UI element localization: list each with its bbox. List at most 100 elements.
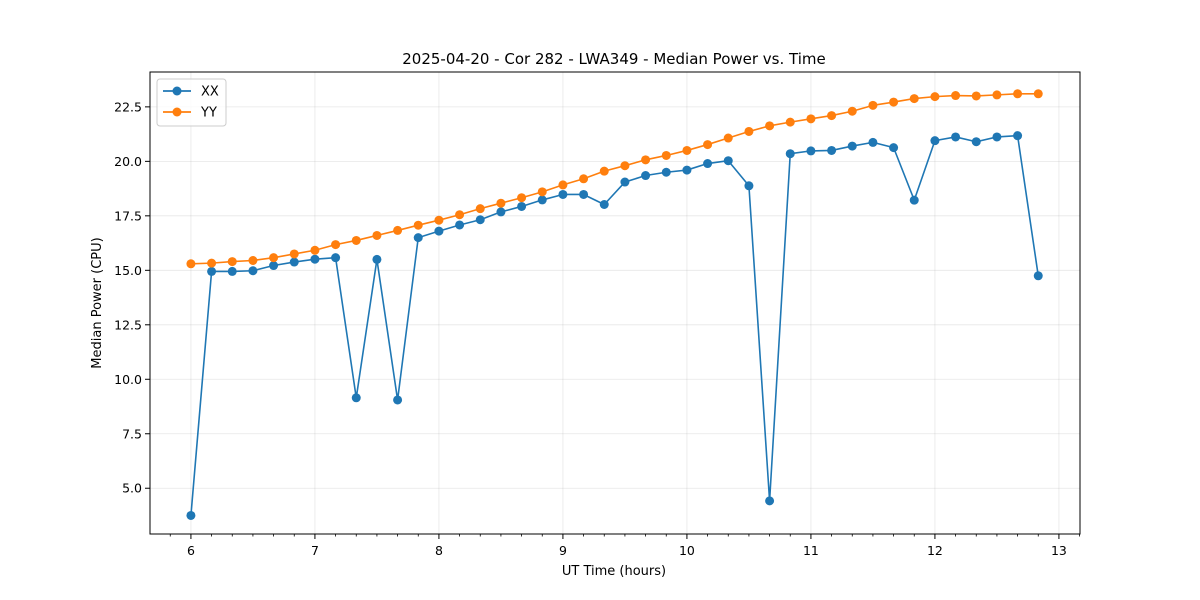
series-yy-point — [496, 198, 506, 208]
series-xx-point — [723, 156, 733, 166]
series-yy-point — [351, 235, 361, 245]
series-xx-point — [661, 167, 671, 177]
series-xx-point — [992, 132, 1002, 142]
series-layer — [186, 89, 1043, 520]
series-yy-point — [1013, 89, 1023, 99]
series-yy-point — [558, 180, 568, 190]
series-xx-point — [186, 510, 196, 520]
series-yy-point — [537, 187, 547, 197]
series-yy-point — [765, 121, 775, 131]
series-yy-point — [1033, 89, 1043, 99]
series-xx-point — [620, 177, 630, 187]
series-yy-point — [992, 90, 1002, 100]
series-xx-point — [847, 141, 857, 151]
series-yy-point — [248, 256, 258, 266]
series-xx-point — [248, 266, 258, 276]
series-xx-point — [207, 266, 217, 276]
series-yy-point — [868, 100, 878, 110]
series-yy-point — [785, 117, 795, 127]
series-xx-point — [806, 146, 816, 156]
series-xx-point — [951, 132, 961, 142]
series-xx-point — [372, 254, 382, 264]
series-yy-point — [744, 126, 754, 136]
x-tick-label: 6 — [187, 543, 195, 558]
series-xx-point — [496, 207, 506, 217]
series-yy-point — [930, 92, 940, 102]
series-xx-point — [682, 165, 692, 175]
series-xx-point — [537, 195, 547, 205]
series-xx-point — [558, 189, 568, 199]
legend-xx-label: XX — [201, 85, 219, 100]
y-axis-ticks: 5.0 7.5 10.0 12.5 15.0 17.5 20.0 22.5 — [114, 99, 150, 496]
series-xx-point — [331, 253, 341, 263]
x-axis-ticks: 6 7 8 9 10 11 12 13 — [169, 534, 1080, 558]
series-xx-point — [434, 226, 444, 236]
series-yy-point — [207, 258, 217, 268]
series-yy-point — [661, 150, 671, 160]
series-xx-point — [785, 149, 795, 159]
x-tick-label: 10 — [679, 543, 695, 558]
series-xx-point — [310, 254, 320, 264]
series-xx-point — [827, 145, 837, 155]
series-xx-point — [269, 261, 279, 271]
legend: XX YY — [156, 78, 227, 127]
series-xx-point — [455, 220, 465, 230]
y-tick-label: 20.0 — [114, 154, 142, 169]
x-tick-label: 7 — [311, 543, 319, 558]
series-yy-point — [723, 133, 733, 143]
series-xx-point — [1033, 271, 1043, 281]
series-yy-point — [310, 245, 320, 255]
y-axis-label: Median Power (CPU) — [90, 237, 105, 368]
series-xx-point — [393, 395, 403, 405]
series-yy-point — [269, 253, 279, 263]
series-yy-point — [227, 257, 237, 267]
plot-area-frame — [149, 71, 1081, 535]
series-xx-point — [868, 137, 878, 147]
y-tick-label: 5.0 — [122, 481, 142, 496]
series-xx-point — [413, 233, 423, 243]
series-xx-point — [289, 257, 299, 267]
grid — [150, 72, 1080, 534]
y-tick-label: 12.5 — [114, 317, 142, 332]
series-yy-point — [951, 91, 961, 101]
series-yy-point — [827, 111, 837, 121]
series-yy-point — [186, 259, 196, 269]
series-yy-point — [372, 230, 382, 240]
series-xx-point — [889, 143, 899, 153]
series-yy-point — [971, 91, 981, 101]
series-xx-point — [351, 393, 361, 403]
series-yy-point — [909, 94, 919, 104]
series-yy-point — [475, 204, 485, 214]
x-tick-label: 8 — [435, 543, 443, 558]
series-yy-point — [455, 210, 465, 220]
series-xx-point — [599, 199, 609, 209]
series-xx-point — [930, 136, 940, 146]
x-tick-label: 11 — [803, 543, 819, 558]
x-tick-label: 9 — [559, 543, 567, 558]
series-yy-point — [413, 220, 423, 230]
series-yy-point — [599, 166, 609, 176]
series-yy-point — [517, 193, 527, 203]
series-yy-point — [682, 145, 692, 155]
series-yy-point — [806, 114, 816, 124]
series-yy-point — [641, 155, 651, 165]
legend-yy-label: YY — [200, 106, 217, 121]
series-yy-point — [889, 97, 899, 107]
series-xx-point — [1013, 131, 1023, 141]
series-xx-point — [475, 215, 485, 225]
series-yy-point — [620, 161, 630, 171]
series-xx-point — [579, 189, 589, 199]
series-yy-point — [847, 106, 857, 116]
series-yy-point — [289, 249, 299, 259]
series-xx-point — [909, 195, 919, 205]
series-yy-point — [331, 240, 341, 250]
y-tick-label: 15.0 — [114, 263, 142, 278]
y-tick-label: 22.5 — [114, 99, 142, 114]
y-tick-label: 17.5 — [114, 208, 142, 223]
legend-xx-marker — [172, 86, 182, 96]
chart-title: 2025-04-20 - Cor 282 - LWA349 - Median P… — [402, 50, 826, 68]
series-xx-point — [227, 266, 237, 276]
series-yy-point — [579, 174, 589, 184]
series-xx-point — [744, 181, 754, 191]
